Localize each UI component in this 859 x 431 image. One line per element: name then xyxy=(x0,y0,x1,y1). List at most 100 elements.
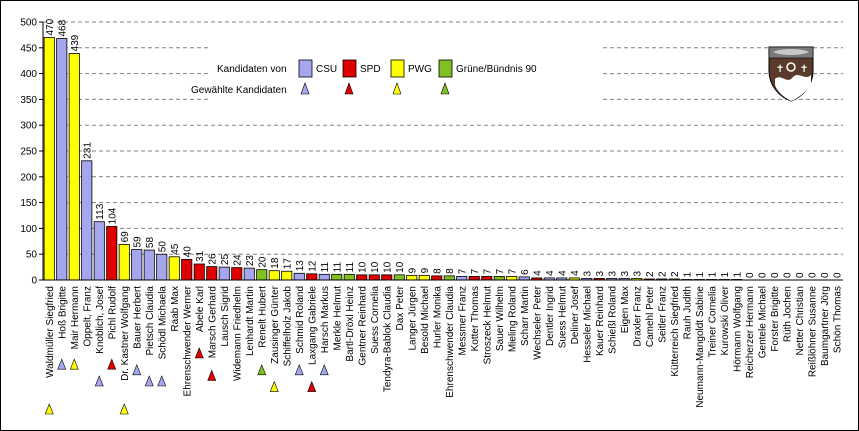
value-label: 10 xyxy=(382,261,393,273)
value-label: 468 xyxy=(57,19,68,36)
bar xyxy=(468,275,480,281)
value-label: 50 xyxy=(157,241,168,253)
y-tick-label: 250 xyxy=(20,147,37,158)
category-label: Suess Cornelia xyxy=(370,286,381,354)
category-label: Draxler Franz xyxy=(632,286,643,347)
category-label: Rüth Jochen xyxy=(782,286,793,342)
category-label: Bauer Herbert xyxy=(132,286,143,349)
category-label: Oppelt, Franz xyxy=(82,286,93,347)
legend-swatch xyxy=(390,59,405,78)
legend-elected-marker xyxy=(344,82,354,95)
category-label: Lenhardt Martin xyxy=(245,286,256,356)
category-label: Merkle Helmut xyxy=(332,286,343,351)
category-label: Rauh Judith xyxy=(682,286,693,339)
y-tick-label: 0 xyxy=(31,276,37,287)
category-label: Raab Max xyxy=(170,286,181,332)
value-label: 231 xyxy=(82,142,93,159)
bar xyxy=(368,274,380,281)
legend-box xyxy=(209,45,601,101)
bar xyxy=(68,53,80,281)
category-label: Laxgang Gabriele xyxy=(307,286,318,365)
elected-marker xyxy=(107,358,117,370)
bar xyxy=(43,37,55,281)
bar xyxy=(481,275,493,281)
value-label: 4 xyxy=(532,270,543,276)
category-label: Scharr Martin xyxy=(520,286,531,346)
category-label: Pietsch Claudia xyxy=(145,286,156,356)
value-label: 69 xyxy=(120,231,131,243)
y-tick-label: 500 xyxy=(20,18,37,29)
y-tick-label: 300 xyxy=(20,121,37,132)
value-label: 24 xyxy=(232,254,243,266)
value-label: 10 xyxy=(370,261,381,273)
bar xyxy=(318,273,330,281)
category-label: Dr. Kastner Wolfgang xyxy=(120,286,131,381)
elected-marker xyxy=(257,363,267,376)
bar xyxy=(93,221,105,281)
value-label: 4 xyxy=(545,270,556,276)
y-tick-label: 450 xyxy=(20,43,37,54)
value-label: 7 xyxy=(470,268,481,274)
category-label: Ehrenschwender Claudia xyxy=(445,286,456,398)
value-label: 0 xyxy=(745,272,756,278)
category-label: Abele Karl xyxy=(195,286,206,332)
category-label: Wechseler Peter xyxy=(532,285,543,359)
value-label: 9 xyxy=(407,267,418,273)
value-label: 58 xyxy=(145,237,156,249)
bar xyxy=(506,275,518,281)
bar xyxy=(268,270,280,281)
value-label: 104 xyxy=(107,207,118,224)
legend-swatch xyxy=(438,59,453,78)
value-label: 12 xyxy=(307,260,318,272)
category-label: Mair Hermann xyxy=(70,286,81,349)
category-label: Besold Michael xyxy=(420,286,431,354)
category-label: Kurowski Oliver xyxy=(720,285,731,355)
category-label: Ehrenschwender Werner xyxy=(182,285,193,396)
category-label: Hesseler Michael xyxy=(582,286,593,363)
elected-marker xyxy=(119,403,129,415)
elected-marker xyxy=(294,363,304,376)
category-label: Zausinger Günter xyxy=(270,285,281,363)
category-label: Renelt Hubert xyxy=(257,286,268,348)
bar xyxy=(381,274,393,281)
value-label: 31 xyxy=(195,250,206,262)
category-label: Neumann-Mangoldt Sabine xyxy=(695,286,706,408)
category-label: Seitler Franz xyxy=(657,286,668,343)
value-label: 113 xyxy=(95,203,106,219)
value-label: 2 xyxy=(670,271,681,277)
category-label: Dentler Ingrid xyxy=(545,286,556,346)
bar xyxy=(218,266,230,281)
category-label: Harsch Markus xyxy=(320,286,331,353)
value-label: 1 xyxy=(720,271,731,277)
legend-entry: SPD xyxy=(360,64,381,75)
value-label: 0 xyxy=(820,272,831,278)
y-tick-label: 350 xyxy=(20,95,37,106)
category-label: Widemann Friedhelm xyxy=(232,286,243,381)
category-label: Hoß Brigitte xyxy=(57,286,68,339)
value-label: 11 xyxy=(332,262,343,273)
value-label: 3 xyxy=(607,270,618,276)
category-label: Waldmüller Siegfried xyxy=(45,286,56,378)
bar xyxy=(206,266,218,281)
svg-text:✝: ✝ xyxy=(800,64,808,75)
elected-marker xyxy=(94,375,104,387)
y-tick-label: 200 xyxy=(20,172,37,183)
category-label: Marsch Gerhard xyxy=(207,286,218,358)
value-label: 10 xyxy=(357,261,368,273)
legend-entry: CSU xyxy=(316,64,337,75)
bar xyxy=(118,243,130,281)
category-label: Pichl Rudolf xyxy=(107,286,118,340)
bar xyxy=(418,274,430,281)
value-label: 470 xyxy=(45,18,56,35)
value-label: 13 xyxy=(295,260,306,272)
elected-marker xyxy=(57,358,67,370)
value-label: 1 xyxy=(707,271,718,277)
value-label: 2 xyxy=(645,271,656,277)
category-label: Schießl Roland xyxy=(607,286,618,354)
category-label: Reißlöhner Susanne xyxy=(807,286,818,378)
value-label: 0 xyxy=(757,272,768,278)
value-label: 3 xyxy=(620,270,631,276)
category-label: Dax Peter xyxy=(395,285,406,330)
category-label: Baumgartner Jörg xyxy=(820,286,831,366)
bar xyxy=(243,267,255,281)
